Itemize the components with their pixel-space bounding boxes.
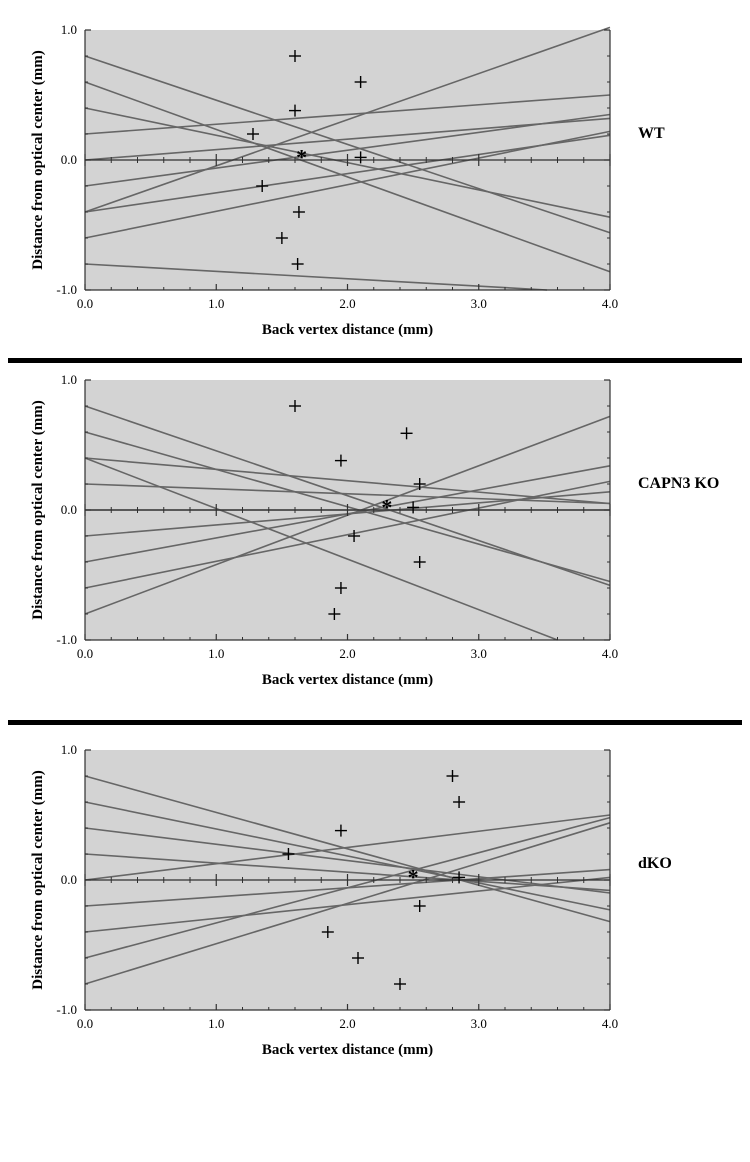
svg-text:1.0: 1.0 — [208, 646, 224, 661]
panel-label-dko: dKO — [638, 855, 672, 873]
svg-text:0.0: 0.0 — [77, 1016, 93, 1031]
svg-text:0.0: 0.0 — [61, 502, 77, 517]
svg-text:0.0: 0.0 — [77, 646, 93, 661]
y-axis-label: Distance from optical center (mm) — [30, 30, 47, 290]
svg-text:1.0: 1.0 — [61, 22, 77, 37]
x-axis-label: Back vertex distance (mm) — [85, 672, 610, 689]
x-axis-label: Back vertex distance (mm) — [85, 322, 610, 339]
svg-text:-1.0: -1.0 — [56, 632, 77, 647]
figure: 0.01.02.03.04.0-1.00.01.0*Distance from … — [0, 0, 750, 1162]
svg-text:3.0: 3.0 — [471, 1016, 487, 1031]
svg-text:3.0: 3.0 — [471, 296, 487, 311]
plot-wt: 0.01.02.03.04.0-1.00.01.0* — [85, 30, 610, 290]
svg-text:0.0: 0.0 — [61, 152, 77, 167]
svg-text:3.0: 3.0 — [471, 646, 487, 661]
svg-text:-1.0: -1.0 — [56, 282, 77, 297]
svg-text:4.0: 4.0 — [602, 1016, 618, 1031]
svg-text:*: * — [408, 864, 419, 889]
svg-text:*: * — [381, 494, 392, 519]
y-axis-label: Distance from optical center (mm) — [30, 380, 47, 640]
plot-dko: 0.01.02.03.04.0-1.00.01.0* — [85, 750, 610, 1010]
svg-text:4.0: 4.0 — [602, 646, 618, 661]
panel-label-wt: WT — [638, 125, 665, 143]
svg-text:0.0: 0.0 — [61, 872, 77, 887]
plot-capn3ko: 0.01.02.03.04.0-1.00.01.0* — [85, 380, 610, 640]
svg-text:1.0: 1.0 — [208, 296, 224, 311]
x-axis-label: Back vertex distance (mm) — [85, 1042, 610, 1059]
separator — [8, 720, 742, 725]
svg-text:*: * — [296, 144, 307, 169]
svg-text:2.0: 2.0 — [339, 296, 355, 311]
svg-text:2.0: 2.0 — [339, 1016, 355, 1031]
svg-text:1.0: 1.0 — [61, 372, 77, 387]
svg-text:4.0: 4.0 — [602, 296, 618, 311]
y-axis-label: Distance from optical center (mm) — [30, 750, 47, 1010]
svg-text:1.0: 1.0 — [208, 1016, 224, 1031]
svg-text:1.0: 1.0 — [61, 742, 77, 757]
svg-text:0.0: 0.0 — [77, 296, 93, 311]
svg-text:2.0: 2.0 — [339, 646, 355, 661]
separator — [8, 358, 742, 363]
svg-text:-1.0: -1.0 — [56, 1002, 77, 1017]
panel-label-capn3ko: CAPN3 KO — [638, 475, 719, 493]
